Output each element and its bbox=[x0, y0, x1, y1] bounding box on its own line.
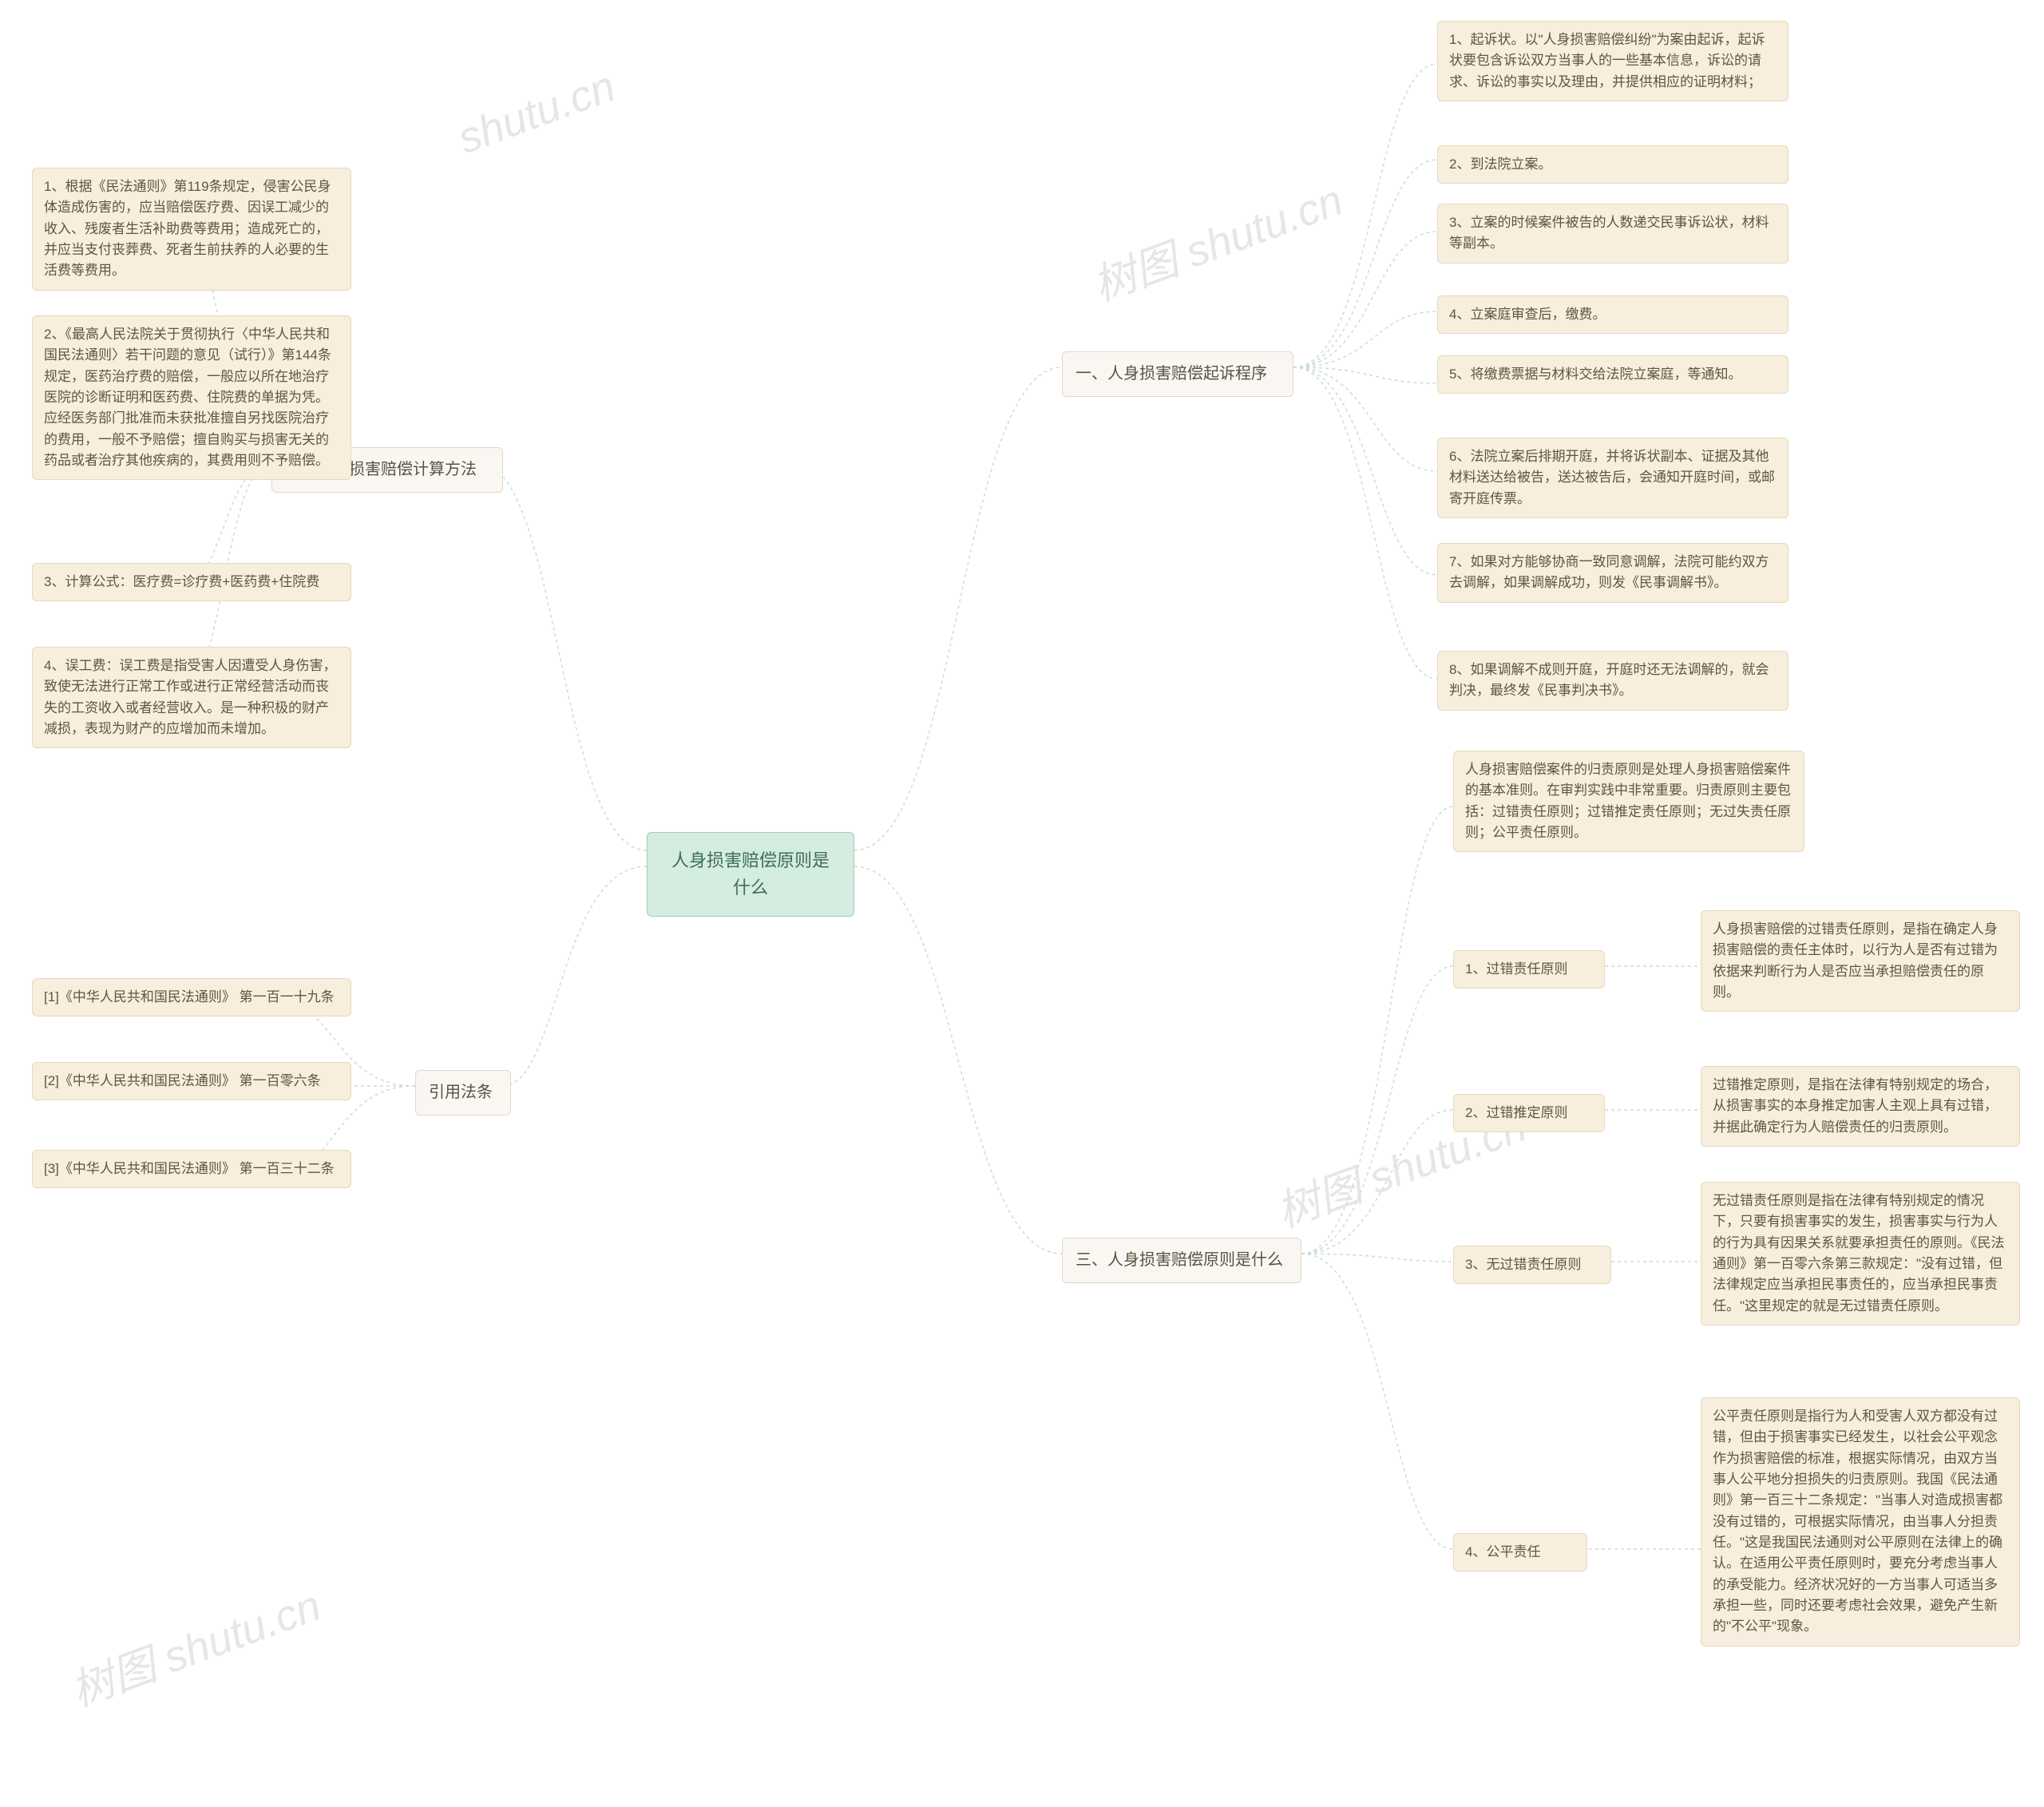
leaf-b1-6: 6、法院立案后排期开庭，并将诉状副本、证据及其他材料送达给被告，送达被告后，会通… bbox=[1437, 438, 1788, 518]
leaf-b1-4: 4、立案庭审查后，缴费。 bbox=[1437, 295, 1788, 334]
leaf-b1-1: 1、起诉状。以"人身损害赔偿纠纷"为案由起诉，起诉状要包含诉讼双方当事人的一些基… bbox=[1437, 21, 1788, 101]
watermark: 树图 shutu.cn bbox=[1083, 164, 1349, 313]
leaf-b3-item2-body: 过错推定原则，是指在法律有特别规定的场合，从损害事实的本身推定加害人主观上具有过… bbox=[1701, 1066, 2020, 1147]
leaf-b3-item4-title: 4、公平责任 bbox=[1453, 1533, 1587, 1571]
leaf-b1-2: 2、到法院立案。 bbox=[1437, 145, 1788, 184]
leaf-b3-item4-body: 公平责任原则是指行为人和受害人双方都没有过错，但由于损害事实已经发生，以社会公平… bbox=[1701, 1397, 2020, 1647]
leaf-b3-item3-title: 3、无过错责任原则 bbox=[1453, 1246, 1611, 1284]
leaf-b3-item3-body: 无过错责任原则是指在法律有特别规定的情况下，只要有损害事实的发生，损害事实与行为… bbox=[1701, 1182, 2020, 1326]
leaf-b2-3: 3、计算公式：医疗费=诊疗费+医药费+住院费 bbox=[32, 563, 351, 601]
leaf-b3-intro: 人身损害赔偿案件的归责原则是处理人身损害赔偿案件的基本准则。在审判实践中非常重要… bbox=[1453, 751, 1804, 852]
branch-principles: 三、人身损害赔偿原则是什么 bbox=[1062, 1238, 1301, 1283]
root-node: 人身损害赔偿原则是什么 bbox=[647, 832, 854, 917]
leaf-cite-2: [2]《中华人民共和国民法通则》 第一百零六条 bbox=[32, 1062, 351, 1100]
leaf-b2-1: 1、根据《民法通则》第119条规定，侵害公民身体造成伤害的，应当赔偿医疗费、因误… bbox=[32, 168, 351, 291]
branch-procedure: 一、人身损害赔偿起诉程序 bbox=[1062, 351, 1293, 397]
leaf-b1-5: 5、将缴费票据与材料交给法院立案庭，等通知。 bbox=[1437, 355, 1788, 394]
leaf-cite-1: [1]《中华人民共和国民法通则》 第一百一十九条 bbox=[32, 978, 351, 1016]
leaf-b1-7: 7、如果对方能够协商一致同意调解，法院可能约双方去调解，如果调解成功，则发《民事… bbox=[1437, 543, 1788, 603]
leaf-b3-item1-body: 人身损害赔偿的过错责任原则，是指在确定人身损害赔偿的责任主体时，以行为人是否有过… bbox=[1701, 910, 2020, 1012]
leaf-b3-item2-title: 2、过错推定原则 bbox=[1453, 1094, 1605, 1132]
leaf-b2-4: 4、误工费：误工费是指受害人因遭受人身伤害，致使无法进行正常工作或进行正常经营活… bbox=[32, 647, 351, 748]
watermark: shutu.cn bbox=[452, 61, 622, 164]
watermark: 树图 shutu.cn bbox=[61, 1570, 327, 1718]
leaf-b1-3: 3、立案的时候案件被告的人数递交民事诉讼状，材料等副本。 bbox=[1437, 204, 1788, 264]
branch-cites: 引用法条 bbox=[415, 1070, 511, 1116]
leaf-cite-3: [3]《中华人民共和国民法通则》 第一百三十二条 bbox=[32, 1150, 351, 1188]
leaf-b3-item1-title: 1、过错责任原则 bbox=[1453, 950, 1605, 989]
leaf-b1-8: 8、如果调解不成则开庭，开庭时还无法调解的，就会判决，最终发《民事判决书》。 bbox=[1437, 651, 1788, 711]
leaf-b2-2: 2、《最高人民法院关于贯彻执行〈中华人民共和国民法通则〉若干问题的意见（试行）》… bbox=[32, 315, 351, 480]
